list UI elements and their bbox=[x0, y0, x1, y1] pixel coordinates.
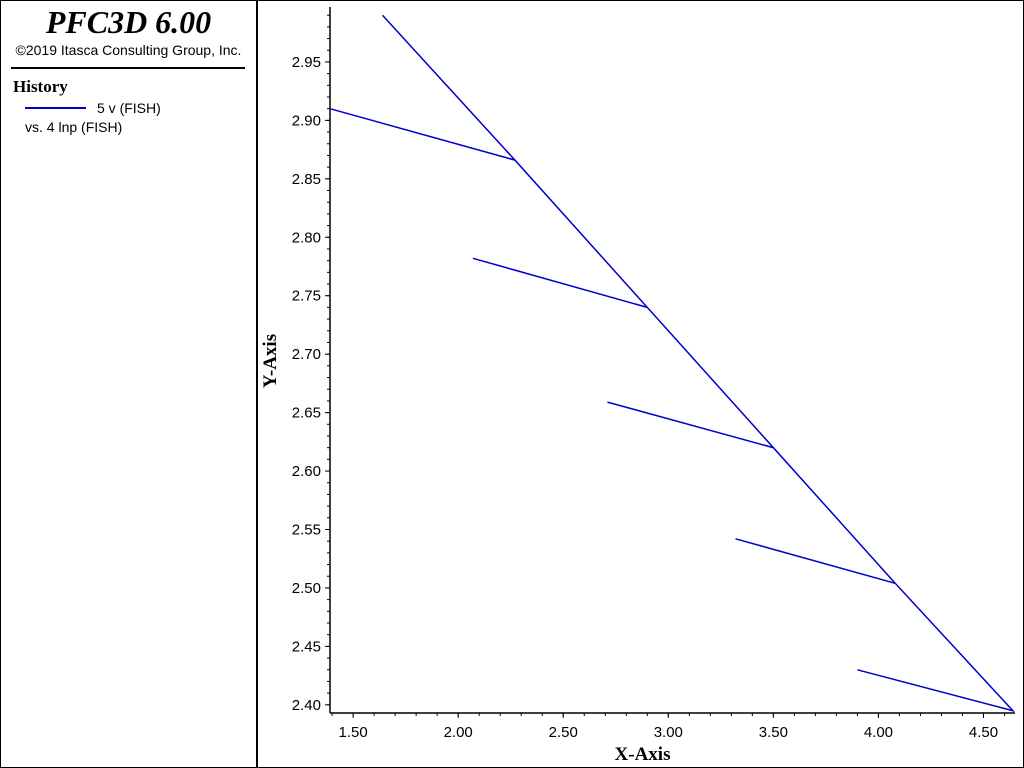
y-tick-label: 2.55 bbox=[292, 521, 321, 538]
app-title: PFC3D 6.00 bbox=[45, 4, 212, 40]
x-tick-label: 3.00 bbox=[654, 724, 683, 741]
legend-series-label: 5 v (FISH) bbox=[97, 100, 161, 116]
y-tick-label: 2.60 bbox=[292, 463, 321, 480]
x-tick-label: 4.00 bbox=[864, 724, 893, 741]
x-tick-label: 4.50 bbox=[969, 724, 998, 741]
y-tick-label: 2.95 bbox=[292, 54, 321, 71]
legend-vs-label: vs. 4 lnp (FISH) bbox=[25, 119, 123, 135]
series-group bbox=[329, 14, 1016, 713]
y-axis-ticks: 2.40 2.45 2.50 2.55 2.60 2.65 2.70 2.75 2.80 2.85… bbox=[292, 14, 330, 714]
y-tick-label: 2.65 bbox=[292, 405, 321, 422]
copyright-text: ©2019 Itasca Consulting Group, Inc. bbox=[15, 42, 242, 58]
y-tick-label: 2.45 bbox=[292, 638, 321, 655]
x-tick-label: 2.50 bbox=[549, 724, 578, 741]
plot-area[interactable]: 2.40 2.45 2.50 2.55 2.60 2.65 2.70 2.75 2.80 2.85… bbox=[259, 1, 1023, 767]
series-line bbox=[329, 14, 1016, 713]
x-tick-label: 2.00 bbox=[444, 724, 473, 741]
y-tick-label: 2.80 bbox=[292, 229, 321, 246]
legend-line-swatch bbox=[25, 107, 86, 109]
x-axis-ticks: 1.50 2.00 2.50 3.00 3.50 4.00 4.50 bbox=[331, 713, 1005, 741]
y-tick-label: 2.75 bbox=[292, 288, 321, 305]
x-axis-title: X-Axis bbox=[615, 744, 671, 765]
y-tick-label: 2.90 bbox=[292, 112, 321, 129]
legend-panel: PFC3D 6.00 ©2019 Itasca Consulting Group… bbox=[1, 1, 258, 767]
y-tick-label: 2.85 bbox=[292, 171, 321, 188]
y-tick-label: 2.40 bbox=[292, 697, 321, 714]
y-tick-label: 2.50 bbox=[292, 580, 321, 597]
x-tick-label: 1.50 bbox=[339, 724, 368, 741]
title-divider bbox=[11, 67, 245, 69]
y-axis-title: Y-Axis bbox=[260, 334, 281, 388]
x-tick-label: 3.50 bbox=[759, 724, 788, 741]
history-heading: History bbox=[13, 77, 68, 96]
y-tick-label: 2.70 bbox=[292, 346, 321, 363]
chart[interactable]: 2.40 2.45 2.50 2.55 2.60 2.65 2.70 2.75 2.80 2.85… bbox=[259, 1, 1023, 767]
